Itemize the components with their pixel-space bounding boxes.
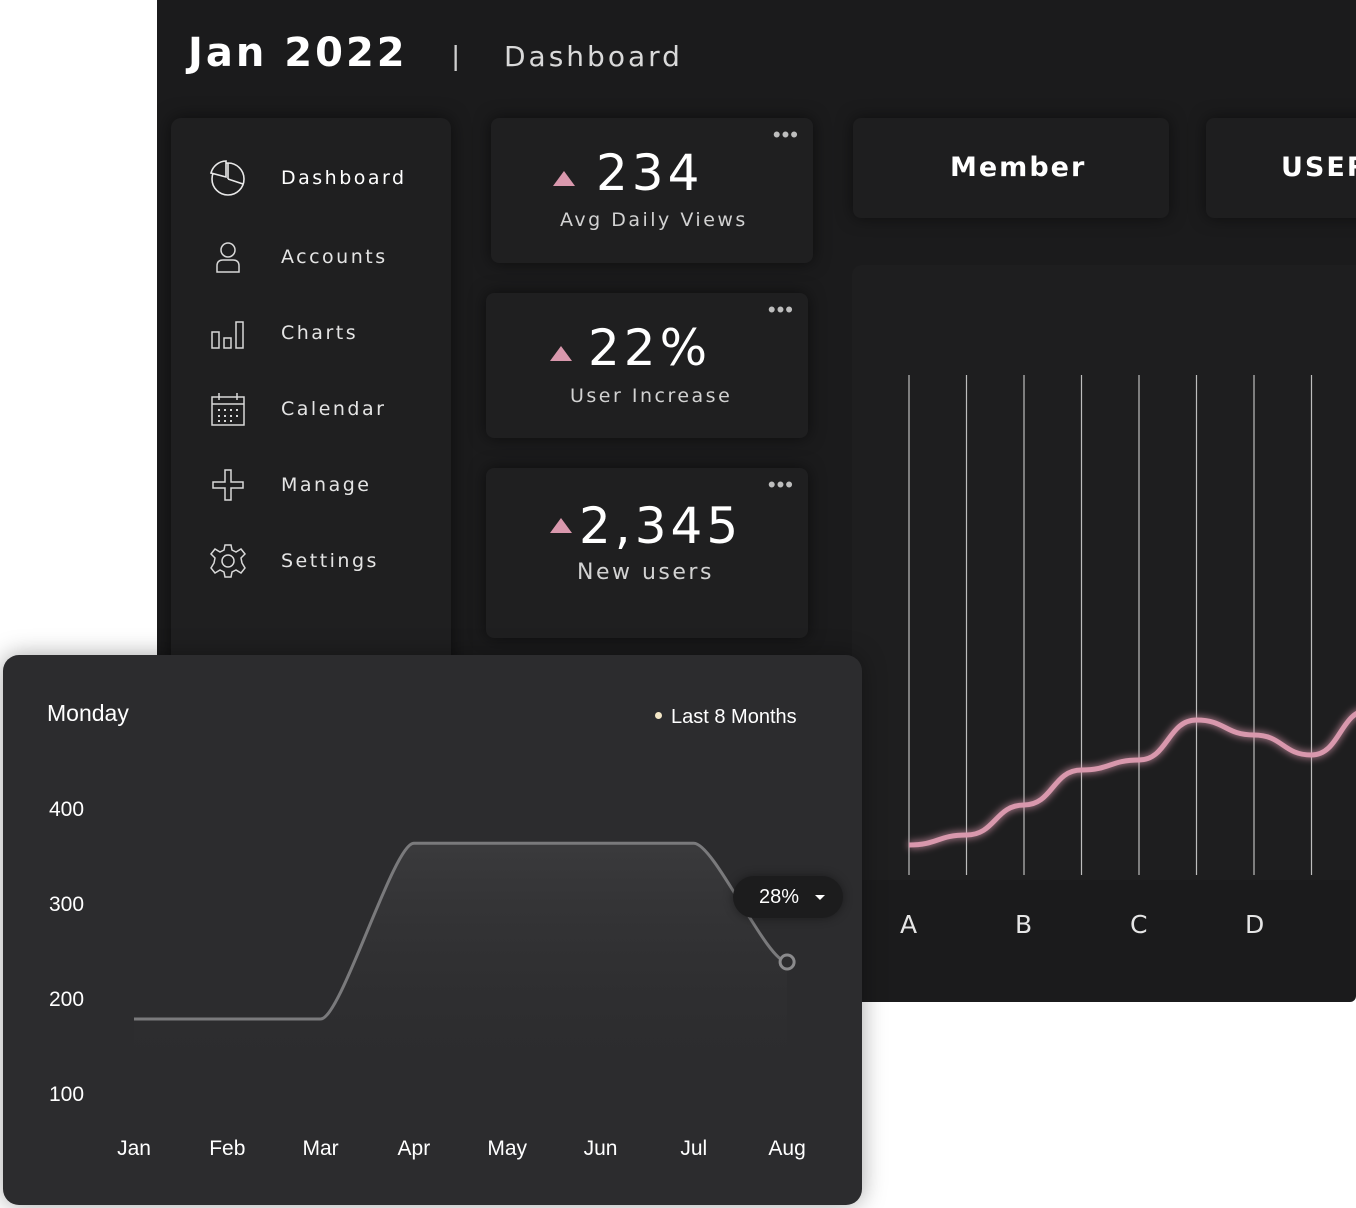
- tab-user[interactable]: USER: [1206, 118, 1356, 218]
- sidebar-item-accounts[interactable]: Accounts: [171, 232, 451, 282]
- page-date-title: Jan 2022: [188, 30, 408, 76]
- member-series-line: [908, 711, 1356, 848]
- x-axis-label-a: A: [900, 910, 918, 939]
- series-line: [134, 841, 788, 1021]
- sidebar-item-charts[interactable]: Charts: [171, 308, 451, 358]
- chart-legend[interactable]: Last 8 Months: [655, 706, 797, 729]
- sidebar-item-label: Settings: [281, 550, 379, 572]
- member-chart-panel: [852, 265, 1356, 880]
- stat-card-new-users: ••• 2,345 New users: [486, 468, 808, 638]
- x-axis-label-mar: Mar: [302, 1137, 339, 1160]
- y-axis-label: 200: [49, 988, 85, 1011]
- x-axis-label-jan: Jan: [117, 1137, 151, 1160]
- sidebar-item-settings[interactable]: Settings: [171, 536, 451, 586]
- tab-member[interactable]: Member: [853, 118, 1169, 218]
- x-axis-label-jul: Jul: [680, 1137, 708, 1160]
- sidebar-item-label: Calendar: [281, 398, 387, 420]
- sidebar-item-dashboard[interactable]: Dashboard: [171, 153, 451, 203]
- pie-chart-icon: [209, 159, 247, 197]
- bar-chart-icon: [209, 314, 247, 352]
- sidebar-item-calendar[interactable]: Calendar: [171, 384, 451, 434]
- stat-value: 234: [596, 144, 704, 202]
- calendar-icon: [209, 390, 247, 428]
- more-options-icon[interactable]: •••: [772, 122, 799, 147]
- x-axis-label-jun: Jun: [583, 1137, 618, 1160]
- series-point-aug: [778, 953, 796, 971]
- monday-line-chart: [134, 841, 796, 1095]
- trend-up-icon: [550, 518, 572, 533]
- chart-title: Monday: [47, 700, 129, 726]
- sidebar: Dashboard Accounts Charts: [171, 118, 451, 678]
- y-axis-label: 100: [49, 1083, 85, 1106]
- gear-icon: [209, 542, 247, 580]
- x-axis-label-apr: Apr: [397, 1137, 431, 1160]
- x-axis-label-c: C: [1130, 910, 1148, 939]
- tab-label: Member: [950, 152, 1087, 183]
- plus-icon: [209, 466, 247, 504]
- stat-value: 2,345: [579, 497, 743, 555]
- sidebar-item-label: Accounts: [281, 246, 388, 268]
- user-icon: [209, 238, 247, 276]
- x-axis-label-aug: Aug: [768, 1137, 806, 1160]
- tab-label: USER: [1281, 152, 1356, 183]
- series-area: [134, 843, 788, 1095]
- stat-label: User Increase: [570, 385, 733, 407]
- y-axis-label: 300: [49, 893, 85, 916]
- x-axis-label-b: B: [1015, 910, 1033, 939]
- sidebar-item-label: Charts: [281, 322, 359, 344]
- stat-value: 22%: [588, 319, 712, 377]
- legend-label: Last 8 Months: [671, 706, 797, 728]
- trend-up-icon: [550, 346, 572, 361]
- legend-dot-icon: [655, 712, 662, 720]
- more-options-icon[interactable]: •••: [767, 297, 794, 322]
- value-tooltip[interactable]: 28%: [733, 876, 843, 918]
- x-axis-label-may: May: [487, 1137, 528, 1160]
- tooltip-value: 28%: [759, 886, 800, 908]
- stat-card-avg-views: ••• 234 Avg Daily Views: [491, 118, 813, 263]
- x-axis-label-d: D: [1245, 910, 1265, 939]
- sidebar-item-label: Dashboard: [281, 167, 407, 189]
- more-options-icon[interactable]: •••: [767, 472, 794, 497]
- sidebar-item-manage[interactable]: Manage: [171, 460, 451, 510]
- chevron-down-icon: [815, 895, 825, 900]
- stat-card-user-increase: ••• 22% User Increase: [486, 293, 808, 438]
- stat-label: Avg Daily Views: [560, 209, 748, 231]
- y-axis-label: 400: [49, 798, 85, 821]
- sidebar-item-label: Manage: [281, 474, 372, 496]
- page-title: Dashboard: [504, 40, 683, 73]
- x-axis-label-feb: Feb: [209, 1137, 246, 1160]
- stat-label: New users: [577, 560, 714, 585]
- monday-chart-card: Monday Last 8 Months 400 300 200 100 Jan Feb…: [3, 655, 862, 1205]
- title-separator: |: [452, 40, 460, 71]
- member-line-chart: [908, 375, 1356, 875]
- trend-up-icon: [553, 171, 575, 186]
